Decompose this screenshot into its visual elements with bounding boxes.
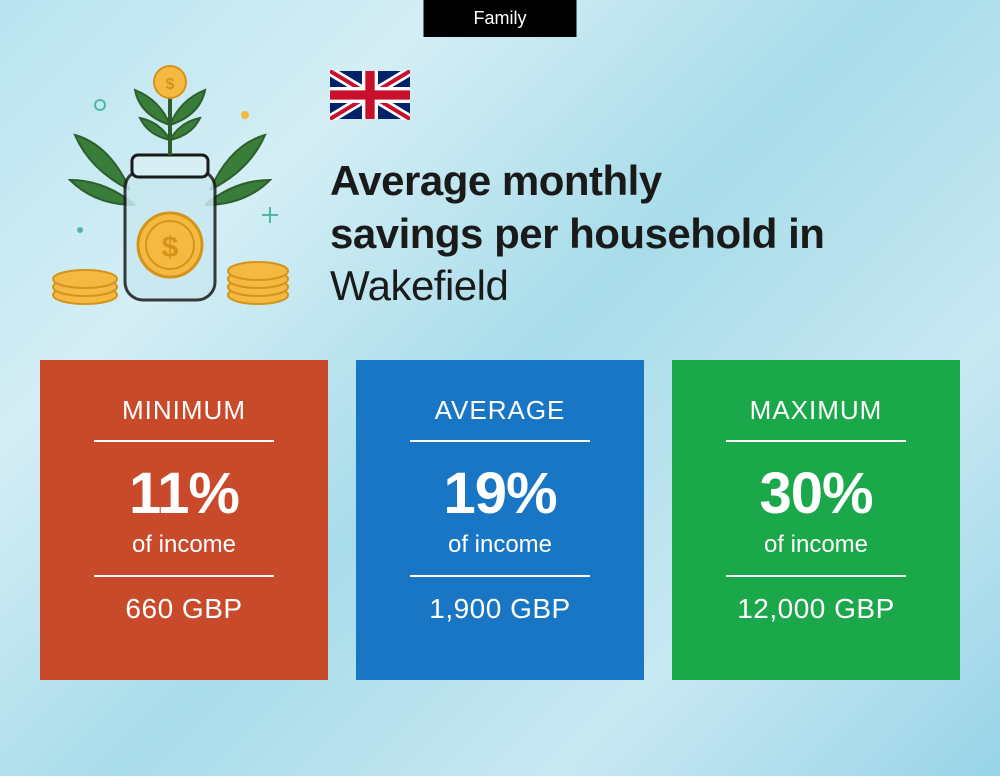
title-line-2: savings per household in <box>330 210 824 257</box>
card-amount: 1,900 GBP <box>429 593 570 625</box>
card-average: AVERAGE 19% of income 1,900 GBP <box>356 360 644 680</box>
card-percent: 11% <box>129 460 239 527</box>
card-subtext: of income <box>448 531 552 559</box>
card-label: MAXIMUM <box>750 395 883 426</box>
card-amount: 12,000 GBP <box>737 593 895 625</box>
divider <box>726 575 906 577</box>
card-minimum: MINIMUM 11% of income 660 GBP <box>40 360 328 680</box>
card-subtext: of income <box>764 531 868 559</box>
card-percent: 19% <box>443 460 556 527</box>
category-badge: Family <box>424 0 577 37</box>
stats-cards: MINIMUM 11% of income 660 GBP AVERAGE 19… <box>0 340 1000 720</box>
title-block: Average monthly savings per household in… <box>330 60 960 313</box>
svg-text:$: $ <box>166 76 175 93</box>
card-label: MINIMUM <box>122 395 246 426</box>
divider <box>410 440 590 442</box>
savings-illustration: $ $ <box>40 60 300 320</box>
card-maximum: MAXIMUM 30% of income 12,000 GBP <box>672 360 960 680</box>
title-line-1: Average monthly <box>330 157 662 204</box>
uk-flag-icon <box>330 70 410 120</box>
card-amount: 660 GBP <box>125 593 242 625</box>
card-label: AVERAGE <box>435 395 566 426</box>
divider <box>94 575 274 577</box>
divider <box>726 440 906 442</box>
header-section: $ $ Average monthly sa <box>0 0 1000 340</box>
card-subtext: of income <box>132 531 236 559</box>
page-title: Average monthly savings per household in… <box>330 155 960 313</box>
card-percent: 30% <box>759 460 872 527</box>
divider <box>94 440 274 442</box>
svg-text:$: $ <box>162 231 179 264</box>
divider <box>410 575 590 577</box>
title-location: Wakefield <box>330 262 508 309</box>
